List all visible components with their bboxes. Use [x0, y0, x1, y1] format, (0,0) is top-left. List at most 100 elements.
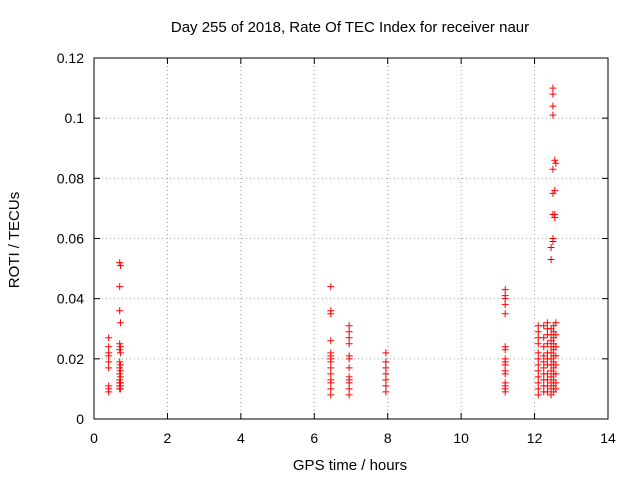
- data-point: [501, 301, 509, 309]
- data-point: [327, 310, 335, 318]
- y-axis-label: ROTI / TECUs: [6, 192, 23, 288]
- chart-title: Day 255 of 2018, Rate Of TEC Index for r…: [171, 19, 529, 36]
- data-point: [382, 382, 390, 390]
- data-point: [345, 334, 353, 342]
- data-point: [552, 379, 560, 387]
- data-point: [327, 379, 335, 387]
- data-point: [382, 364, 390, 372]
- data-point: [549, 189, 557, 197]
- data-point: [543, 376, 551, 384]
- data-point: [327, 358, 335, 366]
- data-point: [382, 358, 390, 366]
- data-point: [501, 370, 509, 378]
- data-point: [105, 343, 113, 351]
- data-point: [552, 370, 560, 378]
- y-tick-label: 0: [76, 411, 84, 427]
- data-point: [116, 385, 124, 393]
- x-tick-label: 10: [453, 430, 469, 446]
- x-tick-label: 8: [384, 430, 392, 446]
- axis-ticks: [93, 57, 609, 420]
- y-tick-label: 0.08: [57, 170, 84, 186]
- data-point: [534, 355, 542, 363]
- data-point: [116, 283, 124, 291]
- data-point: [116, 358, 124, 366]
- data-point: [501, 361, 509, 369]
- x-tick-label: 6: [310, 430, 318, 446]
- x-tick-label: 0: [90, 430, 98, 446]
- y-tick-label: 0.12: [57, 50, 84, 66]
- data-point: [543, 382, 551, 390]
- data-point: [551, 186, 559, 194]
- data-point: [534, 367, 542, 375]
- data-point: [552, 352, 560, 360]
- data-point: [551, 156, 559, 164]
- data-point: [501, 286, 509, 294]
- data-point: [549, 111, 557, 119]
- data-point: [327, 370, 335, 378]
- data-point: [540, 334, 548, 342]
- data-point: [116, 259, 124, 267]
- data-point: [534, 379, 542, 387]
- data-point: [116, 343, 124, 351]
- data-point: [345, 355, 353, 363]
- data-point: [540, 343, 548, 351]
- data-point: [534, 349, 542, 357]
- y-tick-label: 0.04: [57, 291, 84, 307]
- data-point: [543, 319, 551, 327]
- data-point: [105, 352, 113, 360]
- data-point: [501, 346, 509, 354]
- data-point: [382, 370, 390, 378]
- data-point: [552, 385, 560, 393]
- data-point: [552, 159, 560, 167]
- x-tick-label: 12: [527, 430, 543, 446]
- data-point: [345, 340, 353, 348]
- data-point: [540, 358, 548, 366]
- y-tick-label: 0.02: [57, 351, 84, 367]
- data-point: [549, 165, 557, 173]
- data-point: [547, 256, 555, 264]
- data-point: [552, 319, 560, 327]
- x-tick-label: 2: [164, 430, 172, 446]
- data-point: [327, 364, 335, 372]
- data-point: [105, 364, 113, 372]
- data-point: [116, 346, 124, 354]
- data-point: [382, 349, 390, 357]
- data-point: [345, 328, 353, 336]
- data-point: [327, 337, 335, 345]
- data-point: [534, 391, 542, 399]
- data-point: [345, 385, 353, 393]
- y-tick-label: 0.1: [65, 110, 85, 126]
- data-point: [552, 331, 560, 339]
- data-point: [327, 391, 335, 399]
- data-point: [540, 352, 548, 360]
- data-point: [534, 340, 542, 348]
- data-point: [543, 370, 551, 378]
- data-point: [534, 328, 542, 336]
- data-point: [534, 361, 542, 369]
- data-point: [540, 322, 548, 330]
- data-points: [105, 84, 560, 399]
- data-point: [534, 373, 542, 381]
- data-point: [116, 373, 124, 381]
- data-point: [501, 295, 509, 303]
- data-point: [543, 340, 551, 348]
- data-point: [116, 361, 124, 369]
- data-point: [116, 349, 124, 357]
- data-point: [540, 364, 548, 372]
- data-point: [547, 244, 555, 252]
- data-point: [105, 334, 113, 342]
- data-point: [552, 361, 560, 369]
- data-point: [549, 90, 557, 98]
- data-point: [116, 370, 124, 378]
- data-point: [501, 310, 509, 318]
- data-point: [327, 283, 335, 291]
- y-tick-labels: 0 0.02 0.04 0.06 0.08 0.1 0.12: [57, 50, 84, 427]
- data-point: [116, 307, 124, 315]
- data-point: [327, 385, 335, 393]
- x-tick-label: 4: [237, 430, 245, 446]
- x-axis-label: GPS time / hours: [293, 457, 407, 474]
- grid-lines: [94, 58, 608, 419]
- data-point: [551, 213, 559, 221]
- data-point: [382, 376, 390, 384]
